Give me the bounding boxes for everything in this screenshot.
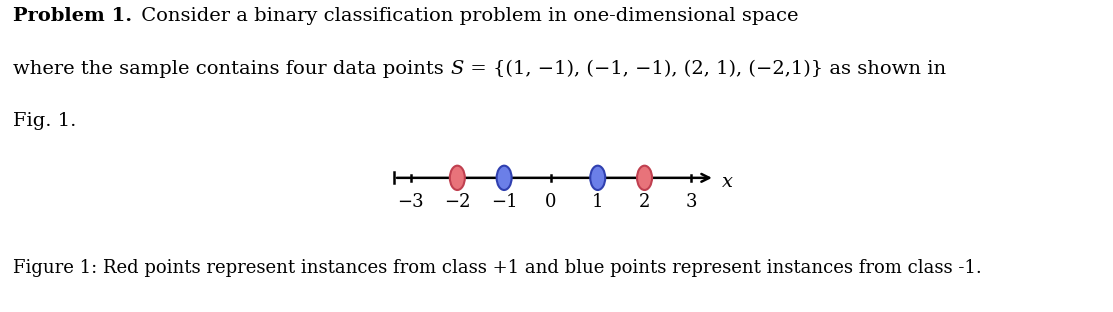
Ellipse shape bbox=[637, 166, 652, 190]
Text: Fig. 1.: Fig. 1. bbox=[13, 112, 77, 130]
Text: 0: 0 bbox=[545, 193, 556, 211]
Text: −2: −2 bbox=[444, 193, 471, 211]
Ellipse shape bbox=[590, 166, 605, 190]
Text: Problem 1.: Problem 1. bbox=[13, 7, 132, 26]
Text: Consider a binary classification problem in one-dimensional space: Consider a binary classification problem… bbox=[135, 7, 798, 26]
Text: −3: −3 bbox=[397, 193, 424, 211]
Text: = {(1, −1), (−1, −1), (2, 1), (−2,1)} as shown in: = {(1, −1), (−1, −1), (2, 1), (−2,1)} as… bbox=[464, 60, 946, 78]
Ellipse shape bbox=[496, 166, 512, 190]
Text: where the sample contains four data points: where the sample contains four data poin… bbox=[13, 60, 451, 78]
Text: S: S bbox=[451, 60, 464, 78]
Text: x: x bbox=[721, 173, 732, 191]
Text: 2: 2 bbox=[639, 193, 650, 211]
Text: 3: 3 bbox=[686, 193, 697, 211]
Text: Figure 1: Red points represent instances from class +1 and blue points represent: Figure 1: Red points represent instances… bbox=[13, 259, 982, 277]
Ellipse shape bbox=[450, 166, 465, 190]
Text: 1: 1 bbox=[592, 193, 603, 211]
Text: −1: −1 bbox=[491, 193, 518, 211]
